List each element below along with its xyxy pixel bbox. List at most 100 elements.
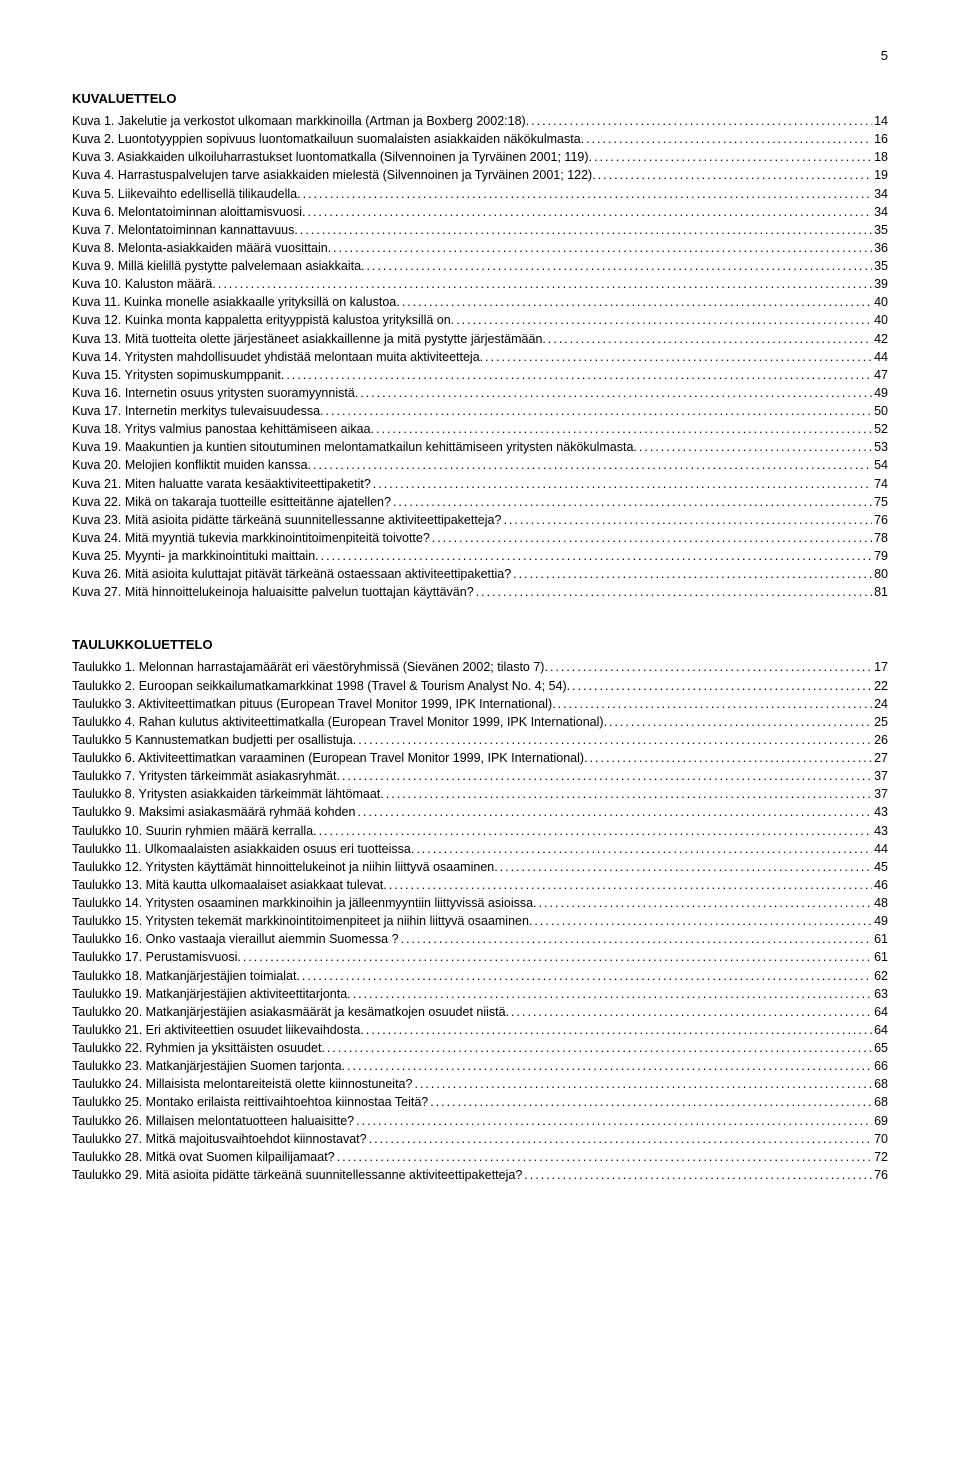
toc-dots bbox=[358, 731, 872, 749]
toc-entry: Taulukko 12. Yritysten käyttämät hinnoit… bbox=[72, 858, 888, 876]
toc-entry-page: 75 bbox=[874, 493, 888, 511]
toc-dots bbox=[511, 1003, 872, 1021]
toc-entry: Kuva 23. Mitä asioita pidätte tärkeänä s… bbox=[72, 511, 888, 529]
toc-entry: Kuva 27. Mitä hinnoittelukeinoja haluais… bbox=[72, 583, 888, 601]
toc-dots bbox=[286, 366, 872, 384]
toc-entry-label: Kuva 9. Millä kielillä pystytte palvelem… bbox=[72, 257, 365, 275]
toc-entry-label: Kuva 4. Harrastuspalvelujen tarve asiakk… bbox=[72, 166, 596, 184]
toc-entry: Kuva 12. Kuinka monta kappaletta erityyp… bbox=[72, 311, 888, 329]
toc-entry-page: 36 bbox=[874, 239, 888, 257]
toc-entry: Taulukko 5 Kannustematkan budjetti per o… bbox=[72, 731, 888, 749]
toc-dots bbox=[357, 803, 872, 821]
toc-entry-page: 54 bbox=[874, 456, 888, 474]
toc-dots bbox=[550, 658, 872, 676]
toc-entry: Kuva 17. Internetin merkitys tulevaisuud… bbox=[72, 402, 888, 420]
toc-entry-label: Kuva 15. Yritysten sopimuskumppanit. bbox=[72, 366, 284, 384]
toc-dots bbox=[430, 1093, 872, 1111]
toc-dots bbox=[218, 275, 872, 293]
toc-entry-label: Taulukko 21. Eri aktiviteettien osuudet … bbox=[72, 1021, 364, 1039]
toc-entry: Kuva 19. Maakuntien ja kuntien sitoutumi… bbox=[72, 438, 888, 456]
toc-entry: Kuva 20. Melojien konfliktit muiden kans… bbox=[72, 456, 888, 474]
toc-dots bbox=[386, 785, 872, 803]
toc-entry: Taulukko 8. Yritysten asiakkaiden tärkei… bbox=[72, 785, 888, 803]
toc-entry-label: Kuva 25. Myynti- ja markkinointituki mai… bbox=[72, 547, 319, 565]
toc-entry-label: Taulukko 12. Yritysten käyttämät hinnoit… bbox=[72, 858, 498, 876]
toc-entry-label: Taulukko 18. Matkanjärjestäjien toimiala… bbox=[72, 967, 300, 985]
toc-entry: Kuva 13. Mitä tuotteita olette järjestän… bbox=[72, 330, 888, 348]
toc-entry-label: Kuva 14. Yritysten mahdollisuudet yhdist… bbox=[72, 348, 483, 366]
toc-entry-label: Taulukko 17. Perustamisvuosi. bbox=[72, 948, 241, 966]
toc-dots bbox=[366, 1021, 872, 1039]
toc-dots bbox=[598, 166, 872, 184]
toc-entry: Kuva 11. Kuinka monelle asiakkaalle yrit… bbox=[72, 293, 888, 311]
toc-entry: Taulukko 25. Montako erilaista reittivai… bbox=[72, 1093, 888, 1111]
toc-entry: Kuva 24. Mitä myyntiä tukevia markkinoin… bbox=[72, 529, 888, 547]
toc-entry-page: 78 bbox=[874, 529, 888, 547]
toc-entry-page: 65 bbox=[874, 1039, 888, 1057]
toc-dots bbox=[590, 749, 873, 767]
toc-entry: Taulukko 20. Matkanjärjestäjien asiakasm… bbox=[72, 1003, 888, 1021]
toc-dots bbox=[327, 1039, 872, 1057]
toc-section: TAULUKKOLUETTELOTaulukko 1. Melonnan har… bbox=[72, 637, 888, 1184]
toc-entry-page: 52 bbox=[874, 420, 888, 438]
toc-entry-page: 48 bbox=[874, 894, 888, 912]
toc-entry-label: Taulukko 15. Yritysten tekemät markkinoi… bbox=[72, 912, 532, 930]
toc-entry-page: 49 bbox=[874, 912, 888, 930]
toc-entry: Taulukko 14. Yritysten osaaminen markkin… bbox=[72, 894, 888, 912]
toc-dots bbox=[369, 1130, 872, 1148]
toc-dots bbox=[243, 948, 872, 966]
toc-entry: Kuva 10. Kaluston määrä.39 bbox=[72, 275, 888, 293]
toc-entry-page: 64 bbox=[874, 1003, 888, 1021]
toc-dots bbox=[356, 1112, 872, 1130]
toc-entry-label: Taulukko 9. Maksimi asiakasmäärä ryhmää … bbox=[72, 803, 355, 821]
toc-dots bbox=[548, 330, 872, 348]
toc-entry: Taulukko 18. Matkanjärjestäjien toimiala… bbox=[72, 967, 888, 985]
page-number: 5 bbox=[72, 48, 888, 63]
toc-dots bbox=[376, 420, 872, 438]
toc-entry-page: 50 bbox=[874, 402, 888, 420]
toc-entry-label: Taulukko 8. Yritysten asiakkaiden tärkei… bbox=[72, 785, 384, 803]
toc-entry-page: 68 bbox=[874, 1075, 888, 1093]
toc-entry: Taulukko 4. Rahan kulutus aktiviteettima… bbox=[72, 713, 888, 731]
toc-dots bbox=[513, 565, 872, 583]
toc-entry-label: Kuva 1. Jakelutie ja verkostot ulkomaan … bbox=[72, 112, 529, 130]
toc-entry: Kuva 18. Yritys valmius panostaa kehittä… bbox=[72, 420, 888, 438]
toc-dots bbox=[300, 221, 872, 239]
toc-entry: Kuva 26. Mitä asioita kuluttajat pitävät… bbox=[72, 565, 888, 583]
toc-entry-label: Taulukko 26. Millaisen melontatuotteen h… bbox=[72, 1112, 354, 1130]
toc-entry: Taulukko 3. Aktiviteettimatkan pituus (E… bbox=[72, 695, 888, 713]
toc-entry-page: 26 bbox=[874, 731, 888, 749]
toc-entry: Kuva 5. Liikevaihto edellisellä tilikaud… bbox=[72, 185, 888, 203]
toc-entry-label: Taulukko 11. Ulkomaalaisten asiakkaiden … bbox=[72, 840, 414, 858]
toc-entry: Kuva 25. Myynti- ja markkinointituki mai… bbox=[72, 547, 888, 565]
toc-entry: Kuva 9. Millä kielillä pystytte palvelem… bbox=[72, 257, 888, 275]
toc-entry-label: Kuva 27. Mitä hinnoittelukeinoja haluais… bbox=[72, 583, 474, 601]
toc-dots bbox=[594, 148, 872, 166]
toc-dots bbox=[456, 311, 872, 329]
toc-dots bbox=[337, 1148, 872, 1166]
toc-dots bbox=[326, 402, 873, 420]
toc-entry-label: Taulukko 29. Mitä asioita pidätte tärkeä… bbox=[72, 1166, 522, 1184]
toc-dots bbox=[500, 858, 872, 876]
toc-entry-page: 46 bbox=[874, 876, 888, 894]
toc-entry-label: Kuva 13. Mitä tuotteita olette järjestän… bbox=[72, 330, 546, 348]
toc-entry: Taulukko 17. Perustamisvuosi.61 bbox=[72, 948, 888, 966]
toc-entry-page: 18 bbox=[874, 148, 888, 166]
toc-dots bbox=[558, 695, 873, 713]
toc-entry-label: Taulukko 5 Kannustematkan budjetti per o… bbox=[72, 731, 356, 749]
toc-entry-page: 37 bbox=[874, 785, 888, 803]
toc-entry-label: Taulukko 28. Mitkä ovat Suomen kilpailij… bbox=[72, 1148, 335, 1166]
toc-entry-page: 80 bbox=[874, 565, 888, 583]
toc-entry-label: Taulukko 16. Onko vastaaja vieraillut ai… bbox=[72, 930, 399, 948]
toc-entry: Kuva 14. Yritysten mahdollisuudet yhdist… bbox=[72, 348, 888, 366]
toc-entry: Taulukko 9. Maksimi asiakasmäärä ryhmää … bbox=[72, 803, 888, 821]
toc-entry: Kuva 4. Harrastuspalvelujen tarve asiakk… bbox=[72, 166, 888, 184]
toc-entry-label: Kuva 5. Liikevaihto edellisellä tilikaud… bbox=[72, 185, 301, 203]
toc-entry-label: Kuva 3. Asiakkaiden ulkoiluharrastukset … bbox=[72, 148, 592, 166]
toc-dots bbox=[307, 203, 872, 221]
toc-dots bbox=[414, 1075, 872, 1093]
toc-entry-label: Taulukko 4. Rahan kulutus aktiviteettima… bbox=[72, 713, 607, 731]
toc-entry-label: Taulukko 13. Mitä kautta ulkomaalaiset a… bbox=[72, 876, 387, 894]
toc-entry-page: 47 bbox=[874, 366, 888, 384]
toc-entry-label: Kuva 17. Internetin merkitys tulevaisuud… bbox=[72, 402, 324, 420]
